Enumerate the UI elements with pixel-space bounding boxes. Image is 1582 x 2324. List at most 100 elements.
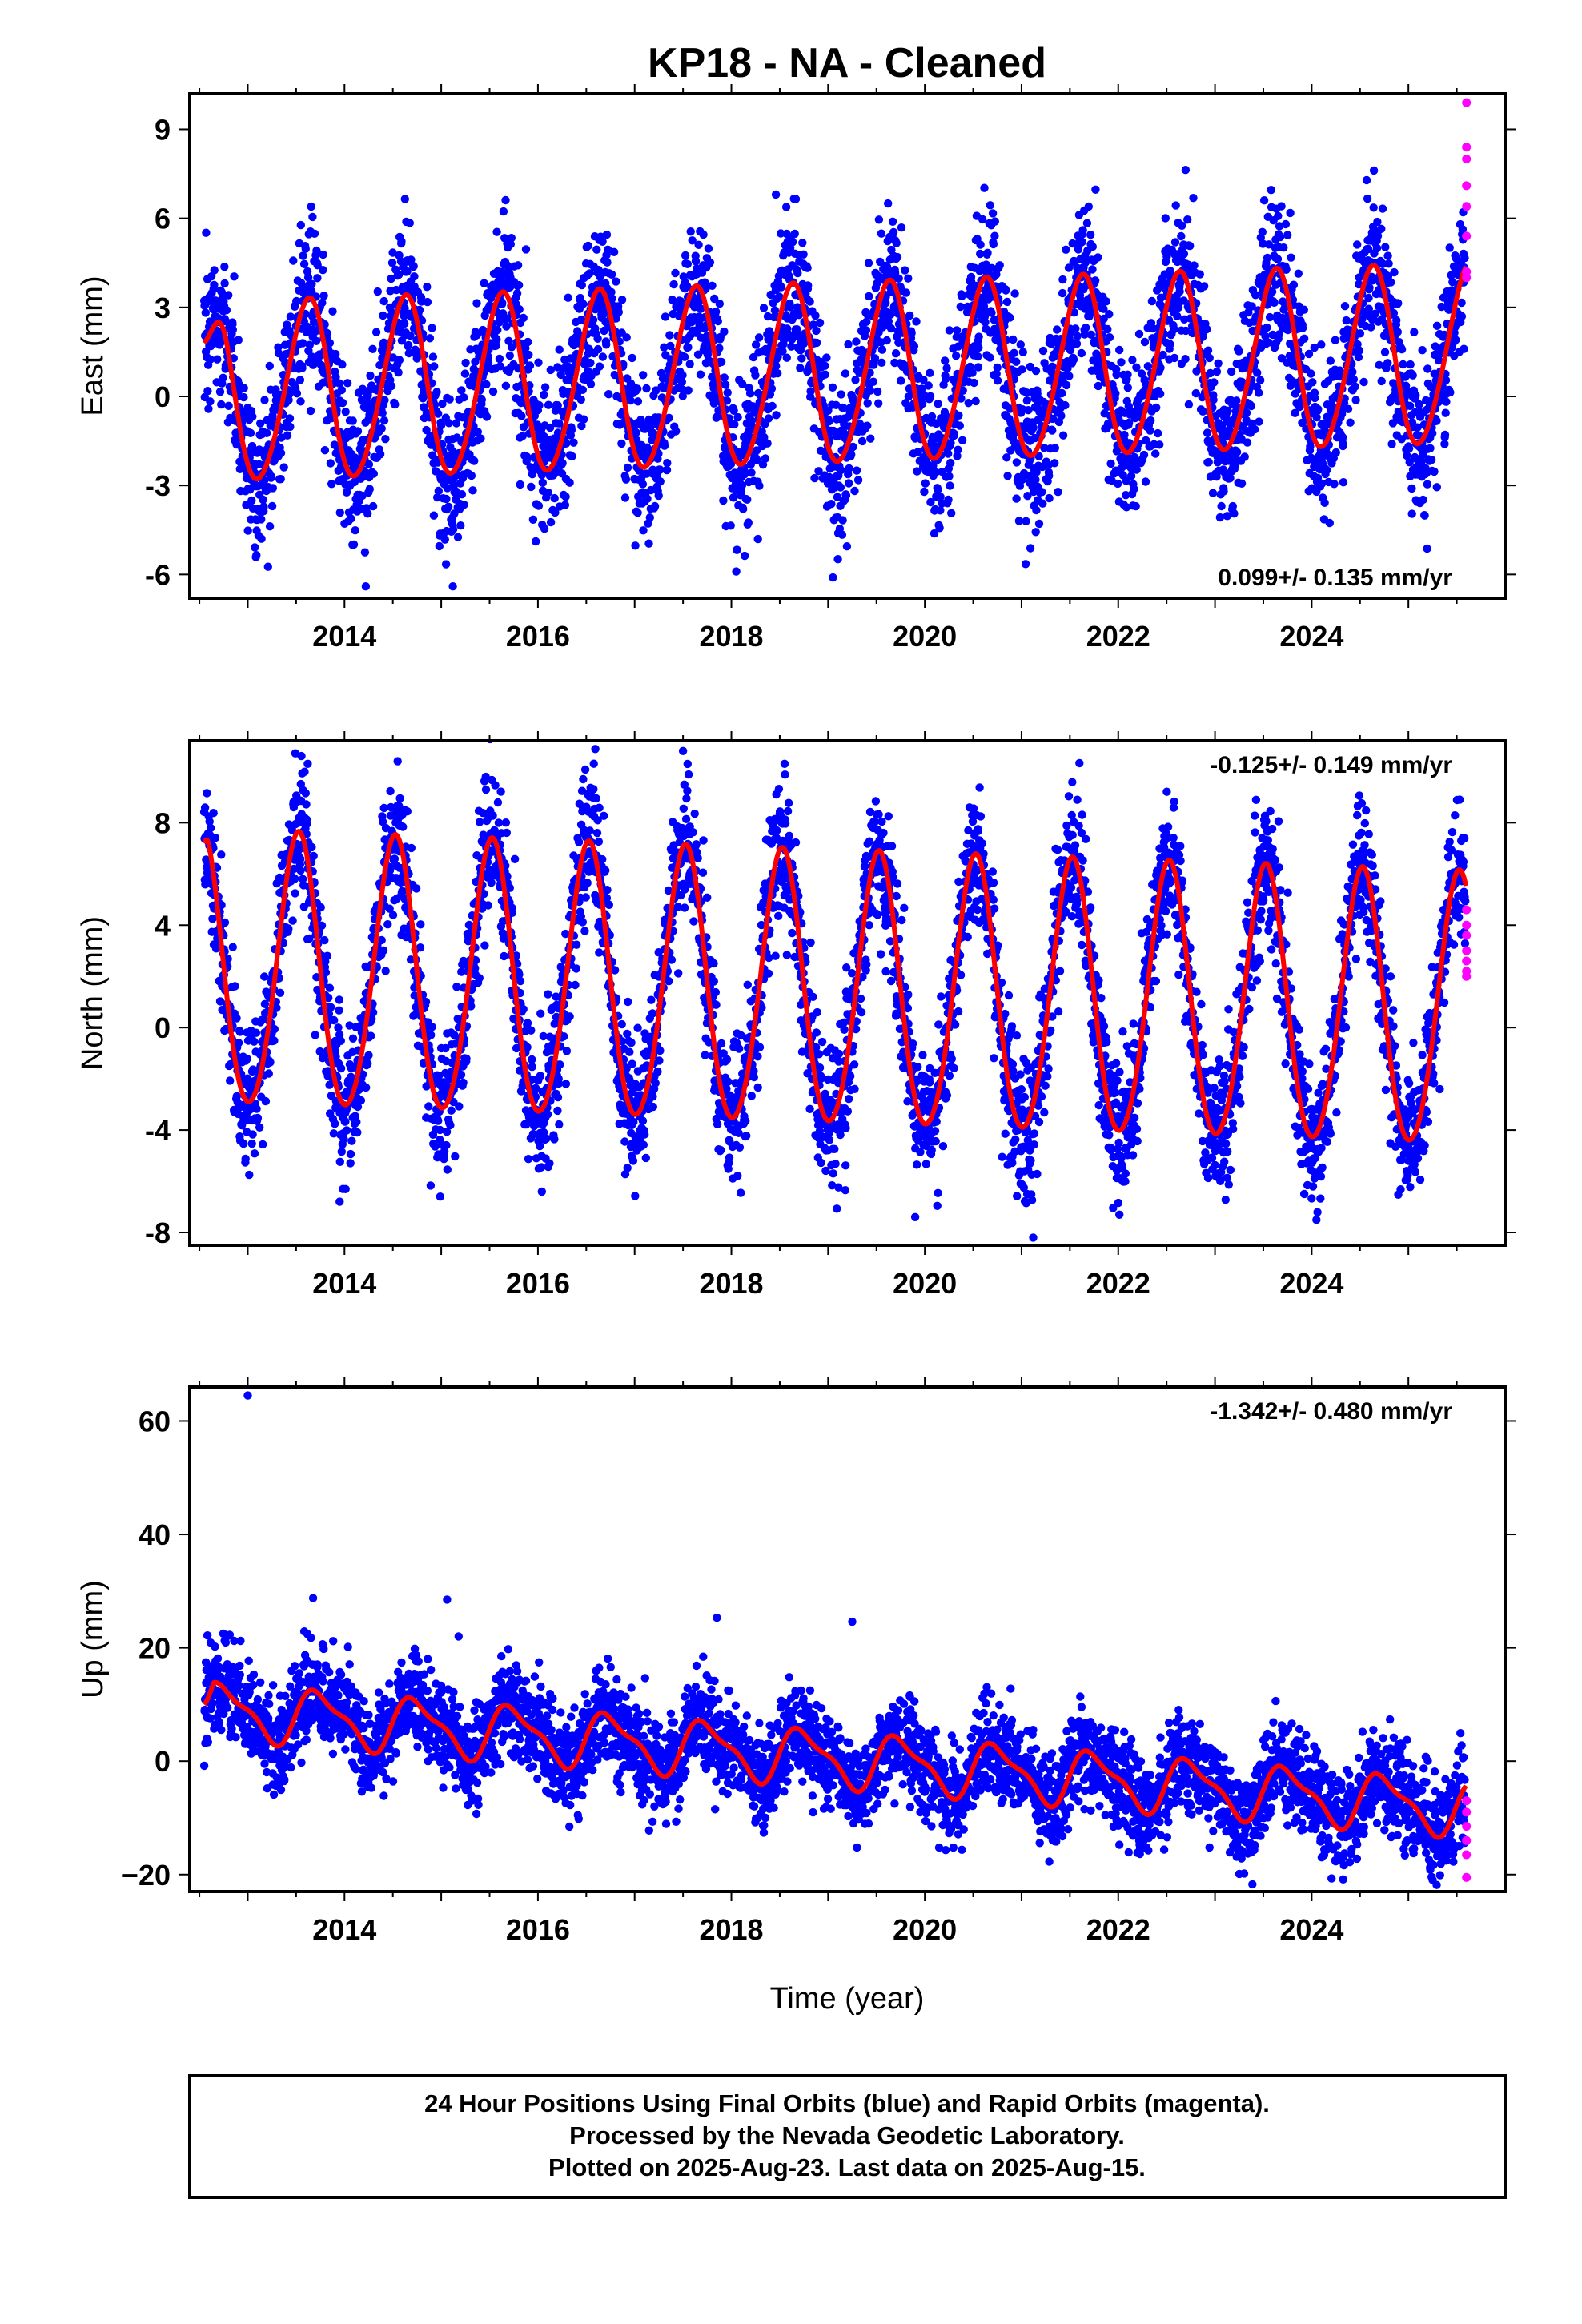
final-orbit-point xyxy=(388,353,398,362)
final-orbit-point xyxy=(1158,350,1167,360)
final-orbit-point xyxy=(231,982,239,991)
final-orbit-point xyxy=(838,516,847,525)
final-orbit-point xyxy=(1256,376,1265,384)
final-orbit-point xyxy=(1058,275,1067,284)
final-orbit-point xyxy=(285,414,295,423)
final-orbit-point xyxy=(232,1014,241,1023)
final-orbit-point xyxy=(869,360,878,369)
final-orbit-point xyxy=(1232,396,1241,405)
final-orbit-point xyxy=(219,373,227,382)
final-orbit-point xyxy=(1162,252,1171,261)
final-orbit-point xyxy=(947,509,956,517)
final-orbit-point xyxy=(1282,265,1291,274)
final-orbit-point xyxy=(633,397,643,406)
final-orbit-point xyxy=(1314,404,1323,414)
final-orbit-point xyxy=(1248,326,1257,336)
final-orbit-point xyxy=(1307,369,1315,378)
final-orbit-point xyxy=(665,413,673,422)
rate-annotation-east: 0.099+/- 0.135 mm/yr xyxy=(1218,565,1452,591)
final-orbit-point xyxy=(495,354,504,364)
final-orbit-point xyxy=(1351,382,1359,391)
final-orbit-point xyxy=(704,244,713,253)
final-orbit-point xyxy=(614,308,623,316)
final-orbit-point xyxy=(715,344,724,352)
final-orbit-point xyxy=(926,392,935,400)
final-orbit-point xyxy=(946,458,955,468)
final-orbit-point xyxy=(1387,440,1396,448)
final-orbit-point xyxy=(308,212,317,222)
final-orbit-point xyxy=(381,435,390,444)
final-orbit-point xyxy=(1428,428,1437,438)
final-orbit-point xyxy=(1279,243,1288,252)
final-orbit-point xyxy=(1174,303,1183,312)
final-orbit-point xyxy=(672,427,681,436)
final-orbit-point xyxy=(639,526,648,535)
final-orbit-point xyxy=(822,353,831,362)
final-orbit-point xyxy=(877,358,886,367)
final-orbit-point xyxy=(1131,501,1140,511)
final-orbit-point xyxy=(1410,328,1419,336)
final-orbit-point xyxy=(1387,278,1395,287)
rapid-orbit-point xyxy=(1462,155,1472,163)
final-orbit-point xyxy=(851,376,860,384)
final-orbit-point xyxy=(1161,214,1170,223)
final-orbit-point xyxy=(1364,304,1374,313)
final-orbit-point xyxy=(1106,459,1115,468)
final-orbit-point xyxy=(1432,483,1442,492)
y-tick-label: 0 xyxy=(155,380,171,413)
final-orbit-point xyxy=(1170,324,1178,334)
final-orbit-point xyxy=(631,541,640,550)
final-orbit-point xyxy=(1062,245,1070,254)
final-orbit-point xyxy=(395,356,404,364)
final-orbit-point xyxy=(516,480,524,489)
final-orbit-point xyxy=(987,308,996,317)
final-orbit-point xyxy=(253,1113,263,1123)
final-orbit-point xyxy=(1242,408,1251,417)
final-orbit-point xyxy=(501,195,510,205)
final-orbit-point xyxy=(319,292,328,300)
final-orbit-point xyxy=(1170,238,1180,247)
final-orbit-point xyxy=(1058,431,1068,440)
final-orbit-point xyxy=(1452,336,1460,344)
final-orbit-point xyxy=(1050,444,1060,452)
final-orbit-point xyxy=(1038,488,1046,497)
final-orbit-point xyxy=(284,924,293,933)
final-orbit-point xyxy=(946,439,955,448)
final-orbit-point xyxy=(1331,336,1340,344)
final-orbit-point xyxy=(1423,544,1431,553)
final-orbit-point xyxy=(993,363,1002,372)
final-orbit-point xyxy=(931,468,941,476)
final-orbit-point xyxy=(1137,369,1146,378)
final-orbit-point xyxy=(1380,348,1390,356)
final-orbit-point xyxy=(1183,215,1192,224)
final-orbit-point xyxy=(797,354,806,363)
final-orbit-point xyxy=(974,343,983,352)
final-orbit-point xyxy=(540,525,549,533)
final-orbit-point xyxy=(956,302,966,312)
final-orbit-point xyxy=(847,450,856,459)
final-orbit-point xyxy=(1339,440,1347,448)
final-orbit-point xyxy=(837,465,845,475)
final-orbit-point xyxy=(1215,513,1225,522)
final-orbit-point xyxy=(1175,287,1184,296)
final-orbit-point xyxy=(361,582,371,591)
final-orbit-point xyxy=(944,495,953,505)
final-orbit-point xyxy=(893,252,902,262)
final-orbit-point xyxy=(877,229,886,238)
final-orbit-point xyxy=(803,263,812,272)
final-orbit-point xyxy=(1420,511,1429,520)
final-orbit-point xyxy=(964,399,973,408)
final-orbit-point xyxy=(349,540,359,549)
final-orbit-point xyxy=(1156,389,1165,398)
final-orbit-point xyxy=(1022,396,1032,405)
final-orbit-point xyxy=(1381,243,1390,251)
final-orbit-point xyxy=(873,387,882,396)
final-orbit-point xyxy=(564,293,572,302)
final-orbit-point xyxy=(247,496,256,505)
final-orbit-point xyxy=(1091,185,1100,194)
final-orbit-point xyxy=(448,525,458,534)
final-orbit-point xyxy=(904,274,913,283)
final-orbit-point xyxy=(815,318,825,328)
final-orbit-point xyxy=(338,398,347,408)
final-orbit-point xyxy=(1367,323,1375,332)
